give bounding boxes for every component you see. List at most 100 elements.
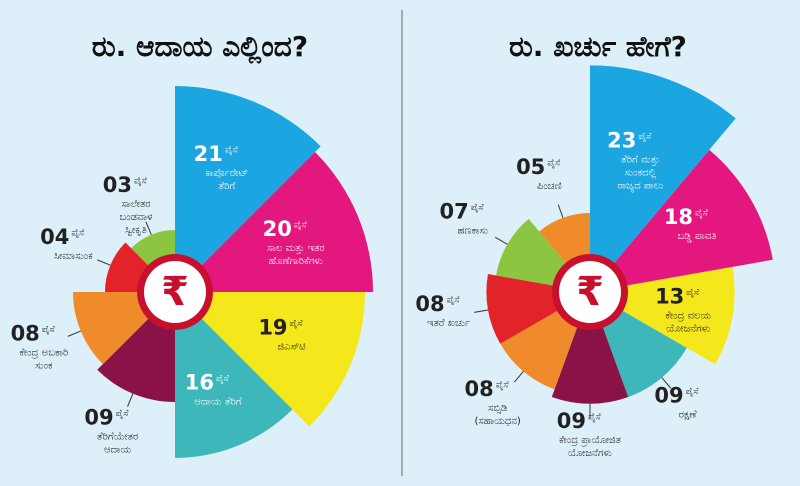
unit-label: ಪೈಸೆ xyxy=(471,203,484,213)
leader-line xyxy=(127,393,134,407)
value-label: 19 xyxy=(258,315,287,339)
value-label: 07 xyxy=(440,199,469,223)
category-label: ಜಿಎಸ್‌ಟಿ xyxy=(277,341,306,352)
value-label: 05 xyxy=(516,155,545,179)
category-label: ಕಾರ್ಪೊರೇಟ್ xyxy=(205,168,248,179)
wedge xyxy=(551,292,629,404)
unit-label: ಪೈಸೆ xyxy=(134,176,147,186)
wedge xyxy=(590,65,736,293)
segment-label: 05 ಪೈಸೆ ಪಿಂಚಣಿ xyxy=(516,155,562,192)
segment-label: 09 ಪೈಸೆ ತೆರಿಗೆಯೇತರ ಆದಾಯ xyxy=(84,406,138,456)
segment-label: 20 ಪೈಸೆ ಸಾಲ ಮತ್ತು ಇತರ ಹೊಣೆಗಾರಿಕೆಗಳು xyxy=(263,217,325,267)
wedge xyxy=(175,151,373,292)
value-label: 09 xyxy=(654,383,683,407)
wedge xyxy=(175,292,365,427)
category-label: ಸಬ್ಸಿಡಿ xyxy=(488,403,507,414)
leader-line xyxy=(495,236,508,245)
value-label: 08 xyxy=(11,321,40,345)
category-label: ತೆರಿಗೆಯೇತರ xyxy=(97,432,138,443)
category-label: ಬಡ್ಡಿ ಪಾವತಿ xyxy=(678,231,717,242)
category-label: ಕೇಂದ್ರ ಅಬಕಾರಿ xyxy=(19,347,68,358)
center-disc xyxy=(559,261,621,323)
center-disc xyxy=(144,261,206,323)
leader-line xyxy=(557,204,564,218)
wedge xyxy=(175,86,321,292)
category-label: (ಸಹಾಯಧನ) xyxy=(475,416,521,427)
category-label: ಹಣಕಾಸು xyxy=(457,225,488,236)
unit-label: ಪೈಸೆ xyxy=(42,325,55,335)
category-label: ತೆರಿಗೆ ಮತ್ತು xyxy=(621,155,660,166)
leader-line xyxy=(514,371,524,383)
segment-label: 09 ಪೈಸೆ ರಕ್ಷಣೆ xyxy=(654,383,699,420)
unit-label: ಪೈಸೆ xyxy=(686,387,699,397)
center-symbol: ₹ xyxy=(161,269,189,315)
unit-label: ಪೈಸೆ xyxy=(294,220,307,230)
value-label: 13 xyxy=(655,284,684,308)
segment-label: 04 ಪೈಸೆ ಸೀಮಾಸುಂಕ xyxy=(40,225,93,262)
leader-line xyxy=(145,221,152,235)
value-label: 16 xyxy=(185,371,214,395)
value-label: 09 xyxy=(84,406,113,430)
unit-label: ಪೈಸೆ xyxy=(695,209,708,219)
unit-label: ಪೈಸೆ xyxy=(638,132,651,142)
wedge xyxy=(175,292,293,458)
wedge xyxy=(590,149,773,292)
value-label: 03 xyxy=(103,173,132,197)
segment-label: 21 ಪೈಸೆ ಕಾರ್ಪೊರೇಟ್ ತೆರಿಗೆ xyxy=(194,142,249,192)
value-label: 09 xyxy=(557,409,586,433)
unit-label: ಪೈಸೆ xyxy=(290,319,303,329)
segment-label: 07 ಪೈಸೆ ಹಣಕಾಸು xyxy=(440,199,489,236)
segment-label: 16 ಪೈಸೆ ಆದಾಯ ತೆರಿಗೆ xyxy=(185,371,242,408)
center-symbol: ₹ xyxy=(576,269,604,315)
segment-label: 19 ಪೈಸೆ ಜಿಎಸ್‌ಟಿ xyxy=(258,315,306,352)
value-label: 21 xyxy=(194,142,223,166)
category-label: ಸುಂಕ xyxy=(35,360,53,371)
unit-label: ಪೈಸೆ xyxy=(686,288,699,298)
unit-label: ಪೈಸೆ xyxy=(216,374,229,384)
category-label: ಯೋಜನೆಗಳು xyxy=(568,448,612,459)
unit-label: ಪೈಸೆ xyxy=(116,409,129,419)
value-label: 20 xyxy=(263,217,292,241)
segment-label: 08 ಪೈಸೆ ಸಬ್ಸಿಡಿ (ಸಹಾಯಧನ) xyxy=(464,377,520,427)
category-label: ಬಂಡವಾಳ xyxy=(119,212,153,223)
category-label: ಸೀಮಾಸುಂಕ xyxy=(54,251,93,262)
segment-label: 13 ಪೈಸೆ ಕೇಂದ್ರ ವಲಯ ಯೋಜನೆಗಳು xyxy=(655,284,711,334)
unit-label: ಪೈಸೆ xyxy=(496,381,509,391)
category-label: ಆದಾಯ ತೆರಿಗೆ xyxy=(194,397,242,408)
leader-line xyxy=(67,330,81,337)
value-label: 18 xyxy=(664,205,693,229)
category-label: ಆದಾಯ xyxy=(104,445,132,456)
category-label: ಇತರೆ ಖರ್ಚು xyxy=(427,318,470,329)
segment-label: 03 ಪೈಸೆ ಸಾಲೇತರ ಬಂಡವಾಳ ಸ್ವೀಕೃತಿ xyxy=(103,173,153,236)
leader-line xyxy=(474,309,489,313)
category-label: ಹೊಣೆಗಾರಿಕೆಗಳು xyxy=(269,256,323,267)
category-label: ಕೇಂದ್ರ ಪ್ರಾಯೋಜಿತ xyxy=(559,435,621,446)
category-label: ಯೋಜನೆಗಳು xyxy=(666,323,710,334)
chart-title: ರು. ಖರ್ಚು ಹೇಗೆ? xyxy=(509,30,687,63)
category-label: ಸಾಲೇತರ xyxy=(121,199,150,210)
segment-label: 18 ಪೈಸೆ ಬಡ್ಡಿ ಪಾವತಿ xyxy=(664,205,717,242)
category-label: ಸುಂಕದಲ್ಲಿ xyxy=(625,168,657,179)
leader-line xyxy=(97,259,111,266)
category-label: ಕೇಂದ್ರ ವಲಯ xyxy=(665,310,711,321)
unit-label: ಪೈಸೆ xyxy=(547,159,560,169)
category-label: ತೆರಿಗೆ xyxy=(218,181,235,192)
segment-label: 23 ಪೈಸೆ ತೆರಿಗೆ ಮತ್ತು ಸುಂಕದಲ್ಲಿ ರಾಜ್ಯದ ಪಾಲು xyxy=(607,129,663,193)
leader-line xyxy=(661,377,672,389)
value-label: 23 xyxy=(607,129,636,153)
unit-label: ಪೈಸೆ xyxy=(588,413,601,423)
chart-title: ರು. ಆದಾಯ ಎಲ್ಲಿಂದ? xyxy=(92,30,308,64)
category-label: ಸ್ವೀಕೃತಿ xyxy=(125,225,147,236)
category-label: ಸಾಲ ಮತ್ತು ಇತರ xyxy=(267,243,325,254)
category-label: ರಕ್ಷಣೆ xyxy=(679,409,698,420)
value-label: 04 xyxy=(40,225,69,249)
category-label: ಪಿಂಚಣಿ xyxy=(537,181,562,192)
segment-label: 08 ಪೈಸೆ ಕೇಂದ್ರ ಅಬಕಾರಿ ಸುಂಕ xyxy=(11,321,69,371)
unit-label: ಪೈಸೆ xyxy=(71,228,84,238)
segment-label: 08 ಪೈಸೆ ಇತರೆ ಖರ್ಚು xyxy=(415,292,470,329)
value-label: 08 xyxy=(415,292,444,316)
category-label: ರಾಜ್ಯದ ಪಾಲು xyxy=(617,181,663,193)
unit-label: ಪೈಸೆ xyxy=(447,295,460,305)
segment-label: 09 ಪೈಸೆ ಕೇಂದ್ರ ಪ್ರಾಯೋಜಿತ ಯೋಜನೆಗಳು xyxy=(557,409,621,459)
